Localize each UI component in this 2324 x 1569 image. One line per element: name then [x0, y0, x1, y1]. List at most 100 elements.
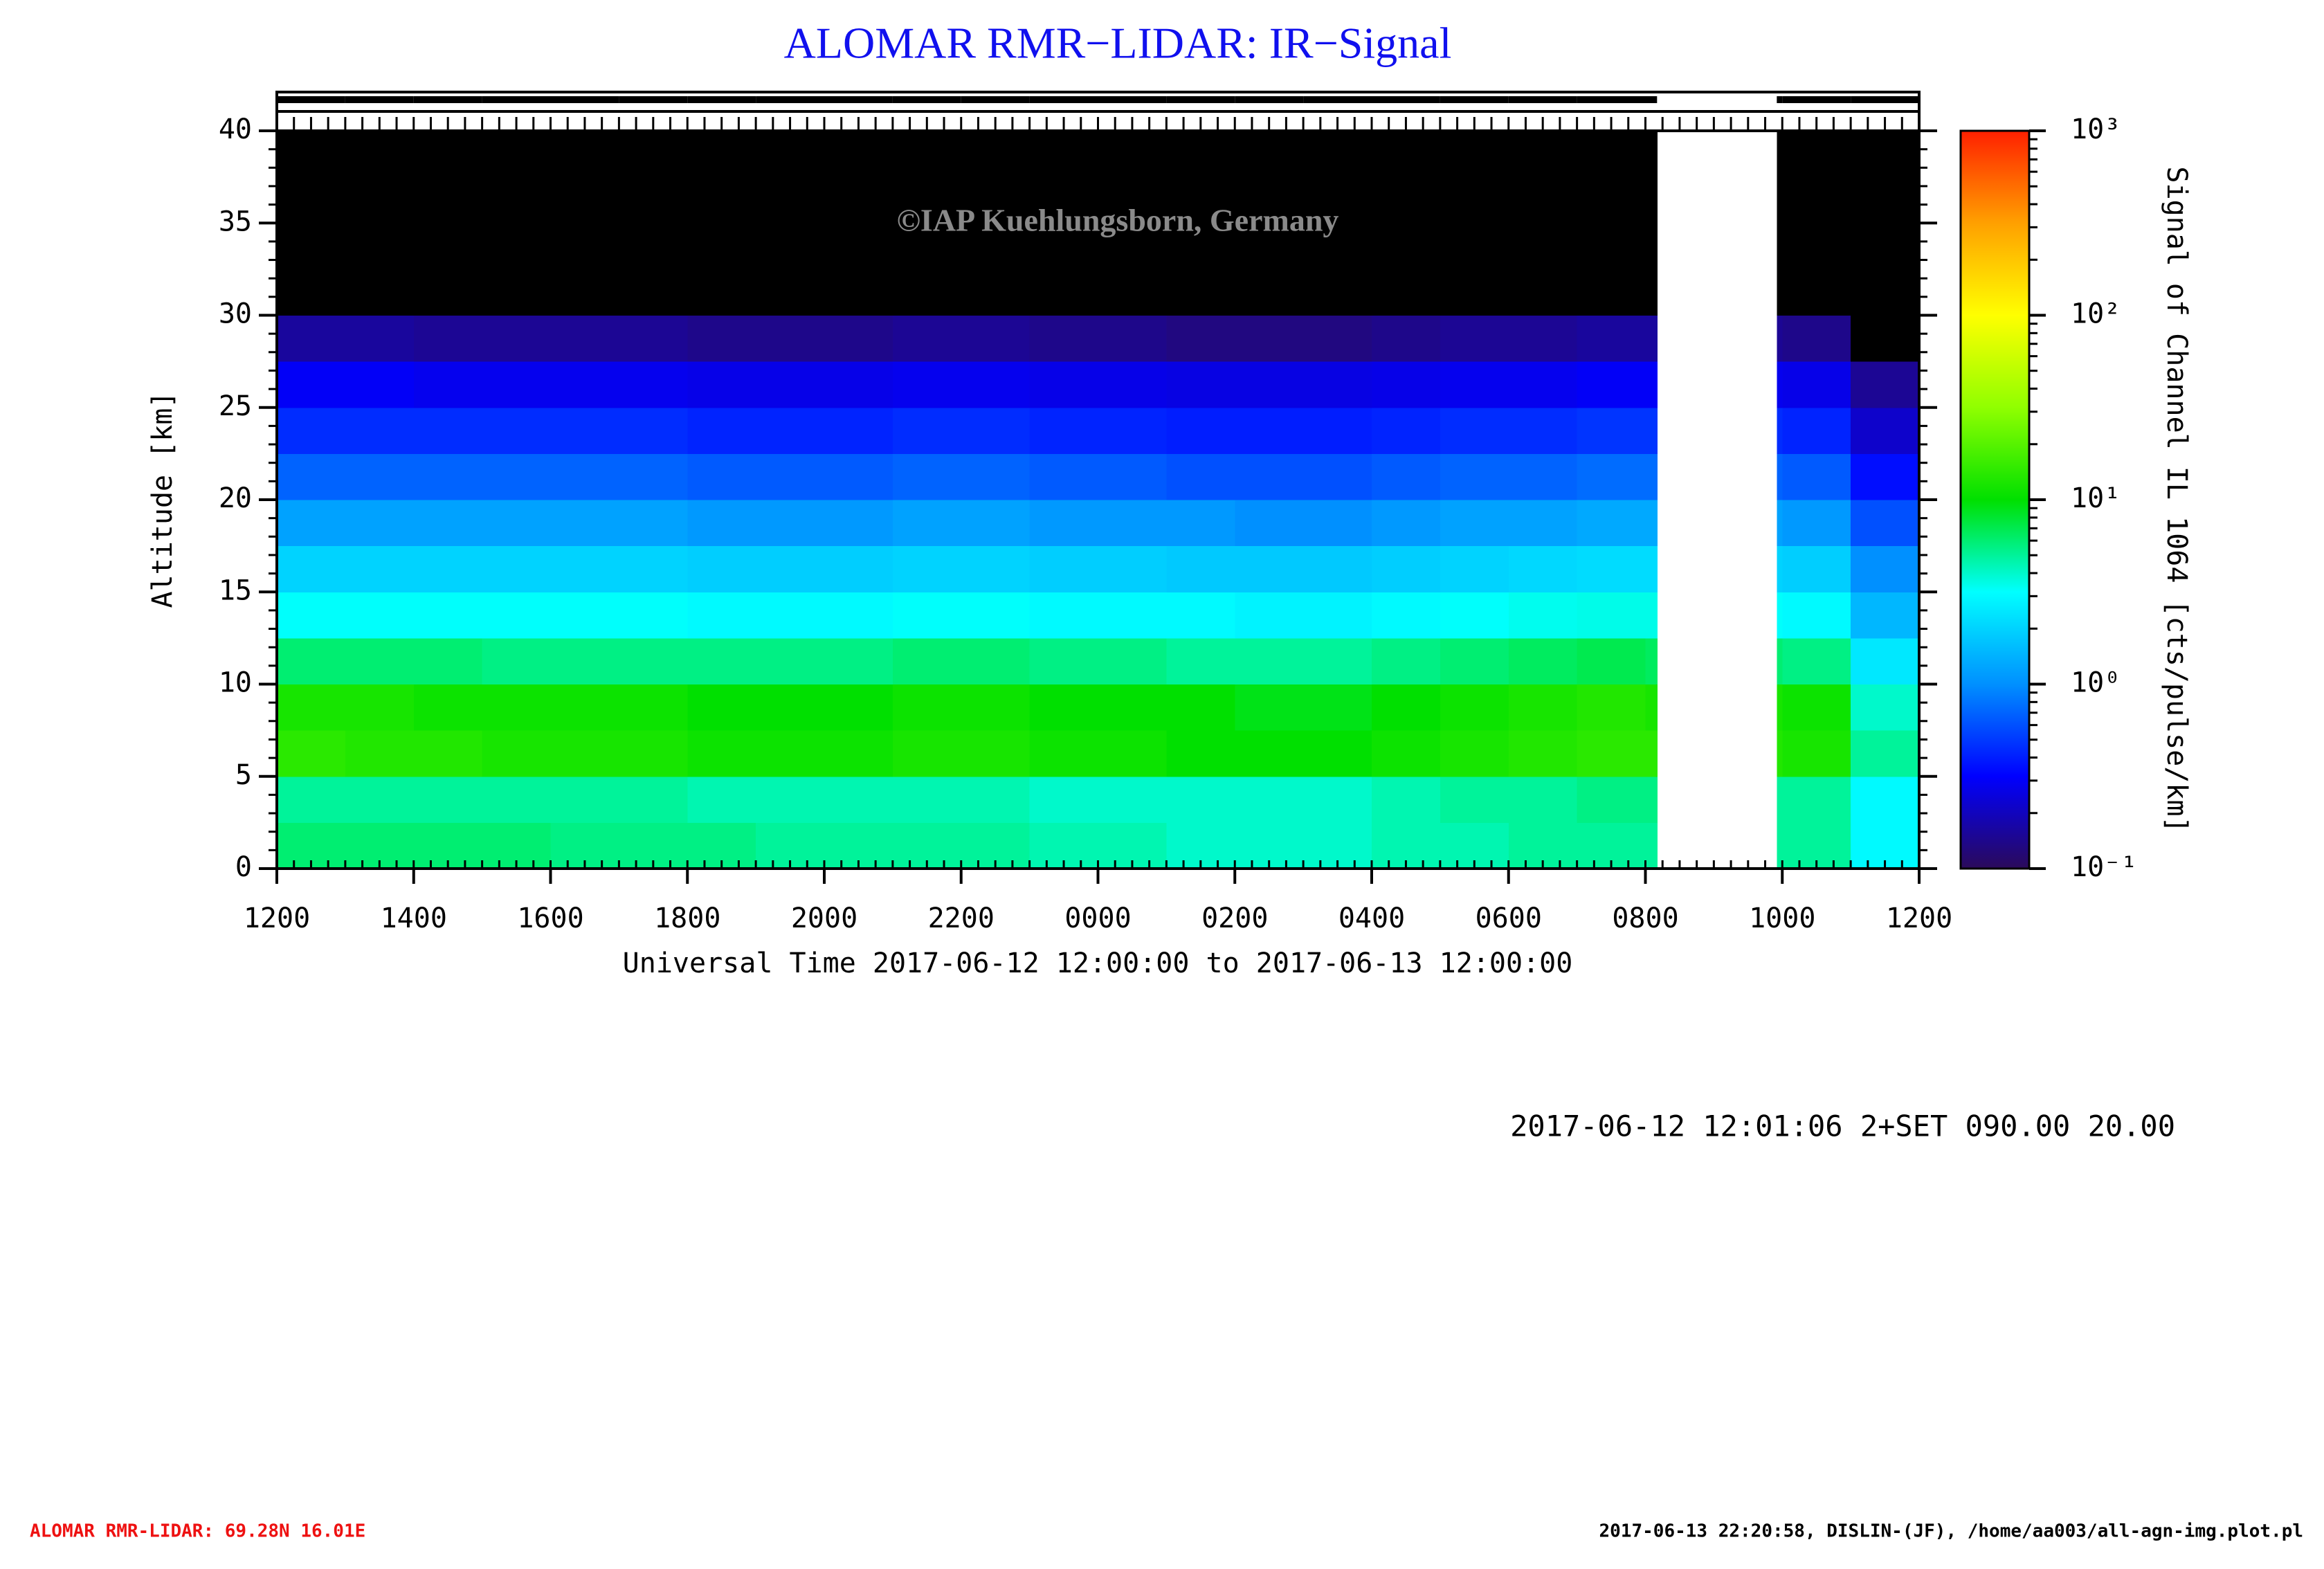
heat-cell	[1777, 407, 1783, 454]
indicator-segment	[1029, 96, 1098, 103]
heat-cell	[1440, 407, 1509, 454]
heat-cell	[345, 407, 415, 454]
heat-cell	[550, 176, 619, 224]
heat-cell	[345, 176, 415, 224]
y-tick-label: 40	[219, 114, 252, 145]
heat-cell	[345, 315, 415, 362]
x-tick-label: 0000	[1064, 903, 1131, 934]
heat-cell	[1645, 822, 1658, 869]
heat-cell	[1782, 315, 1851, 362]
x-tick-label: 1600	[517, 903, 583, 934]
heat-cell	[1235, 315, 1304, 362]
heat-cell	[1098, 453, 1167, 500]
heat-cell	[1029, 315, 1099, 362]
heat-cell	[687, 453, 756, 500]
heat-cell	[961, 592, 1031, 639]
heat-cell	[961, 500, 1031, 547]
heat-cell	[277, 684, 346, 731]
colorbar-tick-label: 10¹	[2071, 482, 2121, 514]
heat-cell	[1508, 361, 1578, 408]
heat-cell	[1166, 545, 1235, 592]
heat-cell	[1098, 131, 1167, 178]
indicator-segment	[1303, 96, 1372, 103]
heat-cell	[1440, 223, 1509, 270]
x-tick-label: 2000	[791, 903, 857, 934]
heat-cell	[1508, 545, 1578, 592]
heat-cell	[1645, 315, 1658, 362]
heat-cell	[1851, 269, 1920, 316]
heat-cell	[892, 453, 962, 500]
heat-cell	[1577, 500, 1646, 547]
indicator-segment	[1782, 96, 1851, 103]
footer-right: 2017-06-13 22:20:58, DISLIN-(JF), /home/…	[1599, 1521, 2303, 1542]
overlay: 1200 1400 1600 1800 2000 2200 0000 0200 0400 0600…	[219, 91, 2137, 934]
heat-cell	[1098, 223, 1167, 270]
heat-cell	[1645, 500, 1658, 547]
indicator-segment	[345, 96, 414, 103]
heat-cell	[1303, 500, 1372, 547]
heat-cell	[1851, 223, 1920, 270]
heat-cell	[1029, 176, 1099, 224]
heat-cell	[619, 453, 688, 500]
heat-cell	[1303, 545, 1372, 592]
heat-cell	[482, 176, 552, 224]
heat-cell	[1508, 637, 1578, 685]
heat-cell	[961, 315, 1031, 362]
heat-cell	[1098, 315, 1167, 362]
heat-cell	[1029, 407, 1099, 454]
heat-cell	[756, 176, 825, 224]
heat-cell	[1777, 361, 1783, 408]
heat-cell	[550, 223, 619, 270]
heat-cell	[1777, 730, 1783, 777]
heat-cell	[892, 361, 962, 408]
heat-cell	[1235, 131, 1304, 178]
heat-cell	[413, 407, 483, 454]
heat-cell	[1851, 315, 1920, 362]
heat-cell	[961, 269, 1031, 316]
heat-cell	[1577, 269, 1646, 316]
heat-cell	[619, 545, 688, 592]
heat-cell	[1782, 407, 1851, 454]
heat-cell	[277, 223, 346, 270]
heat-cell	[482, 684, 552, 731]
indicator-segment	[550, 96, 619, 103]
heat-cell	[1782, 684, 1851, 731]
heat-cell	[892, 545, 962, 592]
heat-cell	[756, 315, 825, 362]
heat-cell	[1777, 684, 1783, 731]
heat-cell	[550, 131, 619, 178]
heat-cell	[1440, 545, 1509, 592]
heat-cell	[687, 730, 756, 777]
heat-cell	[1166, 176, 1235, 224]
heat-cell	[1851, 407, 1920, 454]
heat-cell	[1372, 776, 1441, 823]
heat-cell	[1508, 269, 1578, 316]
x-tick-label: 1200	[244, 903, 310, 934]
heat-cell	[1508, 500, 1578, 547]
heat-cell	[550, 684, 619, 731]
heat-cell	[1782, 223, 1851, 270]
heat-cell	[824, 453, 893, 500]
heat-cell	[619, 223, 688, 270]
heat-cell	[756, 545, 825, 592]
heat-cell	[892, 500, 962, 547]
heat-cell	[1098, 176, 1167, 224]
heat-cell	[482, 500, 552, 547]
heat-cell	[345, 592, 415, 639]
indicator-segment	[1098, 96, 1167, 103]
heat-cell	[1303, 315, 1372, 362]
heat-cell	[1777, 592, 1783, 639]
heat-cell	[1508, 592, 1578, 639]
heat-cell	[824, 269, 893, 316]
heat-cell	[756, 730, 825, 777]
heat-cell	[1303, 730, 1372, 777]
heat-cell	[1777, 223, 1783, 270]
heat-cell	[550, 730, 619, 777]
heat-cell	[756, 684, 825, 731]
heat-cell	[1440, 730, 1509, 777]
heat-cell	[619, 776, 688, 823]
heat-cell	[961, 453, 1031, 500]
heat-cell	[413, 361, 483, 408]
heat-cell	[1303, 269, 1372, 316]
